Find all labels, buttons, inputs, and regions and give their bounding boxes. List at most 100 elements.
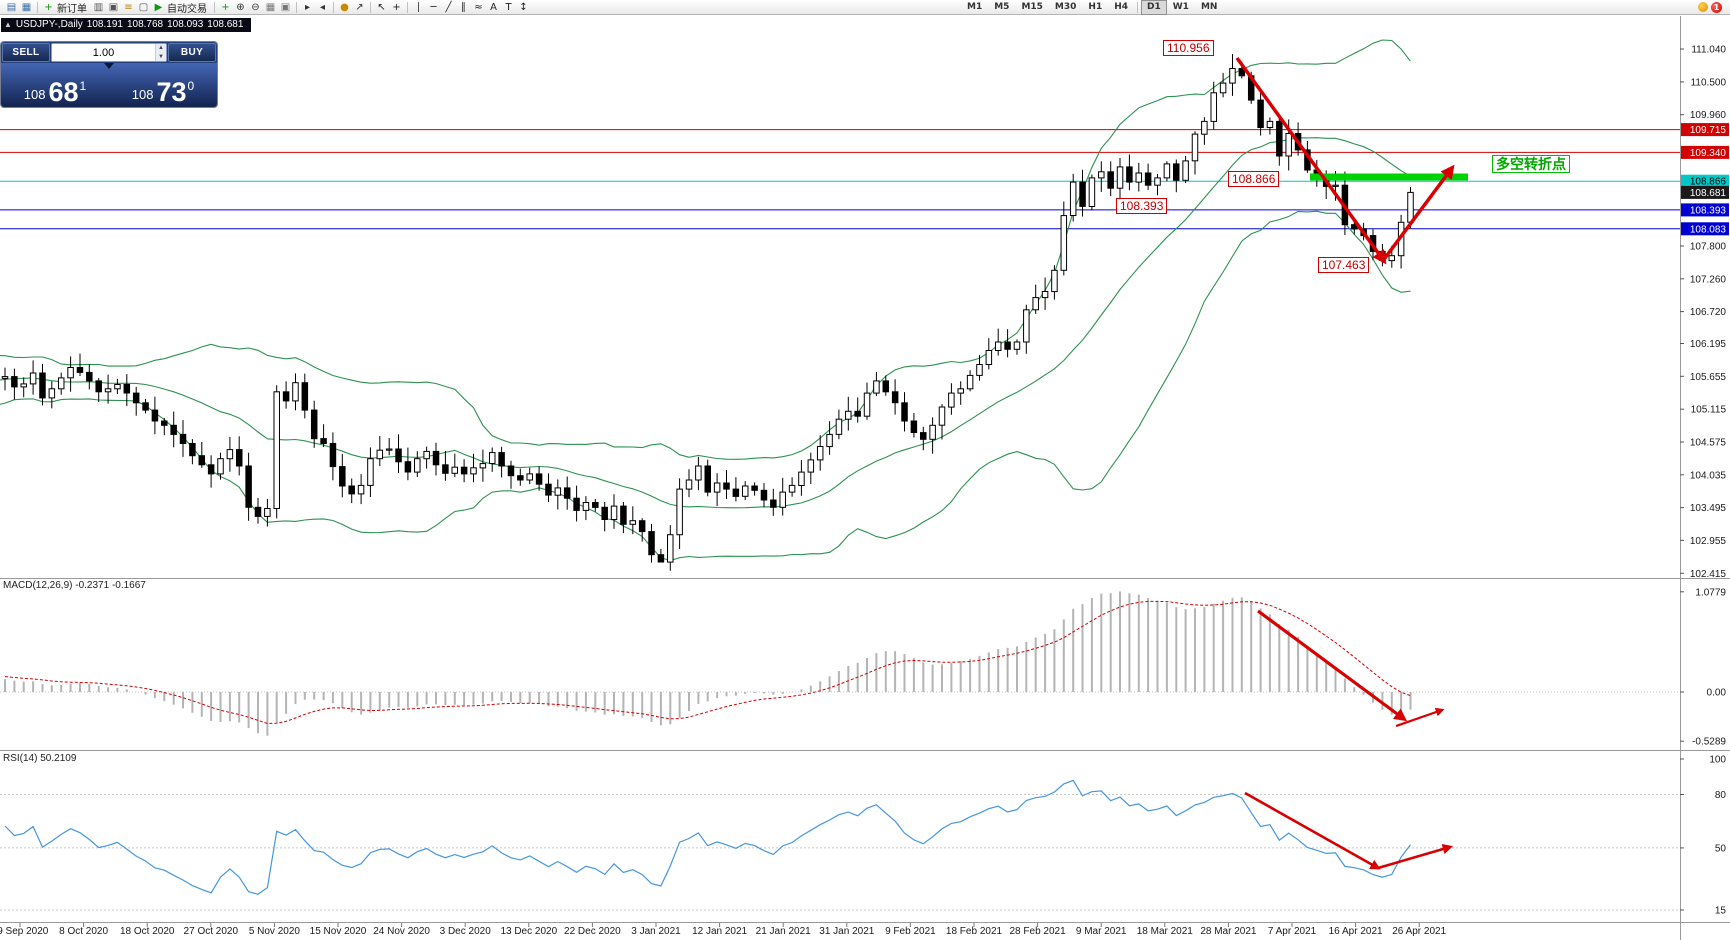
tile-windows-icon[interactable]: ▣ <box>280 1 291 13</box>
chart-shift-icon[interactable]: ◂ <box>319 1 326 13</box>
timeframe-toolbar: M1 M5 M15 M30 H1 H4 D1 W1 MN <box>961 0 1223 15</box>
rsi-panel <box>0 779 1680 911</box>
date-label: 21 Jan 2021 <box>756 926 811 937</box>
terminal-icon[interactable]: ▢ <box>138 1 149 13</box>
new-order-label[interactable]: 新订单 <box>57 3 87 15</box>
channel-icon[interactable]: ∥ <box>461 1 466 13</box>
timeframe-mn[interactable]: MN <box>1200 1 1218 12</box>
rsi-reversal-arrow[interactable] <box>1377 844 1453 870</box>
annotation-turning-point[interactable]: 多空转折点 <box>1492 155 1570 173</box>
rsi-downtrend-arrow[interactable] <box>1244 791 1381 870</box>
chart-symbol-icon: ▲ <box>4 20 12 29</box>
price-tag-108.681 <box>1681 185 1729 199</box>
auto-trading-label[interactable]: 自动交易 <box>167 3 207 15</box>
rsi-tick-label: 80 <box>1715 790 1727 801</box>
ohlc-high: 108.768 <box>126 19 164 30</box>
horizontal-line-icon[interactable]: ─ <box>430 1 437 13</box>
ohlc-low: 108.093 <box>167 19 204 30</box>
macd-tick-label: 0.00 <box>1707 688 1727 699</box>
sell-price[interactable]: 108 68 1 <box>1 63 109 107</box>
bollinger-upper-band <box>0 39 1411 460</box>
price-tick-label: 107.800 <box>1690 242 1727 253</box>
macd-panel <box>0 591 1680 736</box>
new-order-icon[interactable]: + <box>44 1 53 13</box>
reversal-arrow[interactable] <box>1380 164 1455 264</box>
sell-button[interactable]: SELL <box>2 43 50 62</box>
main-chart-panel <box>0 39 1680 571</box>
vertical-line-icon[interactable]: ∣ <box>416 1 421 13</box>
text-label-icon[interactable]: T <box>505 1 512 13</box>
timeframe-h1[interactable]: H1 <box>1088 1 1103 12</box>
date-label: 9 Mar 2021 <box>1076 926 1127 937</box>
timeframe-m1[interactable]: M1 <box>967 1 983 12</box>
notification-badge-icon[interactable]: 1 <box>1711 1 1722 13</box>
buy-price[interactable]: 108 73 0 <box>109 63 217 107</box>
timeframe-m15[interactable]: M15 <box>1021 1 1043 12</box>
sell-price-pips: 68 <box>48 76 79 107</box>
annotation-peak-price[interactable]: 110.956 <box>1163 40 1214 56</box>
arrows-icon[interactable]: ↕ <box>519 1 528 13</box>
market-watch-icon[interactable]: ▥ <box>93 1 104 13</box>
annotation-trough-price[interactable]: 107.463 <box>1318 257 1370 273</box>
price-tick-label: 110.500 <box>1691 77 1727 88</box>
volume-up-icon[interactable]: ▲ <box>156 44 166 53</box>
toolbar-separator <box>214 1 215 13</box>
timeframe-m30[interactable]: M30 <box>1054 1 1077 12</box>
indicators-add-icon[interactable]: + <box>221 1 230 13</box>
zoom-out-icon[interactable]: ⊖ <box>251 1 260 13</box>
cursor-icon[interactable]: ↖ <box>377 1 386 13</box>
new-chart-icon[interactable]: ▤ <box>6 1 17 13</box>
downtrend-arrow[interactable] <box>1235 56 1387 265</box>
text-icon[interactable]: A <box>490 1 497 13</box>
timeframe-h4[interactable]: H4 <box>1114 1 1128 12</box>
annotation-level-108393[interactable]: 108.393 <box>1116 198 1168 214</box>
price-tag-label: 108.083 <box>1690 224 1727 235</box>
date-label: 8 Oct 2020 <box>59 926 108 937</box>
timeframe-m5[interactable]: M5 <box>994 1 1010 12</box>
data-window-icon[interactable]: ▣ <box>108 1 119 13</box>
timeframe-w1[interactable]: W1 <box>1172 1 1189 12</box>
rsi-tick-label: 15 <box>1715 906 1727 917</box>
volume-box: ▲ ▼ <box>51 43 167 62</box>
macd-downtrend-arrow[interactable] <box>1257 609 1408 722</box>
macd-reversal-arrow[interactable] <box>1395 707 1445 728</box>
arrow-objects-icon[interactable]: ↗ <box>355 1 364 13</box>
volume-down-icon[interactable]: ▼ <box>156 52 166 61</box>
grid-icon[interactable]: ▦ <box>265 1 276 13</box>
trendline-icon[interactable]: ╱ <box>445 1 452 13</box>
fibonacci-icon[interactable]: ≈ <box>474 1 483 13</box>
rsi-label: RSI(14) 50.2109 <box>3 753 77 764</box>
toolbar-separator <box>370 1 371 13</box>
navigator-icon[interactable]: ≡ <box>124 1 133 13</box>
chart-profiles-icon[interactable]: ▦ <box>21 1 32 13</box>
price-tag-108.083 <box>1681 222 1729 236</box>
zoom-in-icon[interactable]: ⊕ <box>236 1 245 13</box>
crosshair-icon[interactable]: + <box>392 1 401 13</box>
price-display: 108 68 1 108 73 0 <box>1 63 217 107</box>
buy-price-point: 0 <box>187 79 195 93</box>
ohlc-close: 108.681 <box>207 19 244 30</box>
macd-histogram <box>4 591 1412 736</box>
toolbar-separator <box>37 1 38 13</box>
toolbar-separator <box>333 1 334 13</box>
price-tag-109.340 <box>1681 145 1729 159</box>
date-label: 16 Apr 2021 <box>1329 926 1383 937</box>
auto-trading-icon[interactable]: ▶ <box>154 1 163 13</box>
buy-button[interactable]: BUY <box>168 43 216 62</box>
objects-list-icon[interactable]: ● <box>340 1 349 13</box>
timeframe-d1[interactable]: D1 <box>1141 0 1167 15</box>
auto-scroll-icon[interactable]: ▸ <box>304 1 311 13</box>
price-tick-label: 107.260 <box>1690 274 1727 285</box>
connection-status-icon <box>1698 2 1708 12</box>
sell-price-point: 1 <box>79 79 87 93</box>
annotation-level-108866[interactable]: 108.866 <box>1228 171 1280 187</box>
date-label: 12 Jan 2021 <box>692 926 747 937</box>
price-tag-108.866 <box>1681 174 1729 188</box>
price-tick-label: 104.035 <box>1690 470 1727 481</box>
support-zone-bar[interactable] <box>1310 173 1468 181</box>
date-label: 3 Jan 2021 <box>631 926 681 937</box>
candlestick-series <box>1 54 1414 571</box>
volume-input[interactable] <box>52 44 155 61</box>
date-label: 27 Oct 2020 <box>184 926 239 937</box>
